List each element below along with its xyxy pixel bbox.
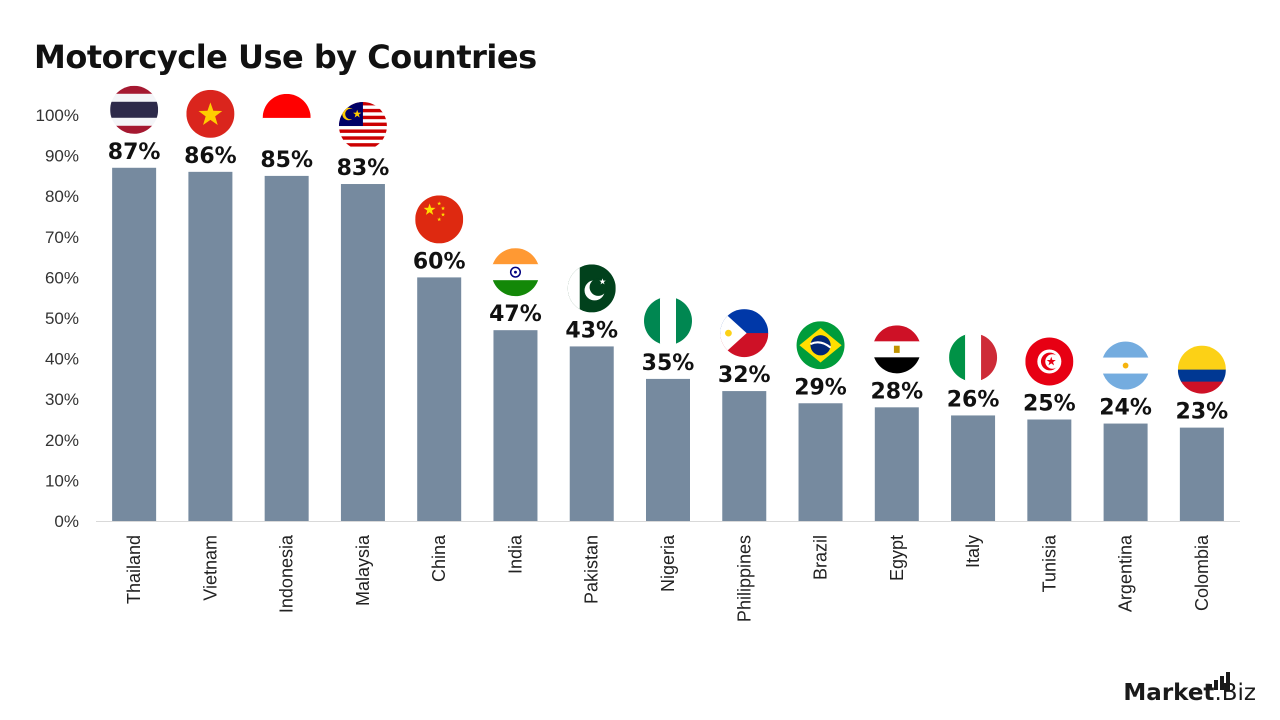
bar [1027, 419, 1072, 521]
bar [1103, 423, 1148, 521]
bar [646, 378, 690, 521]
x-tick-label: Thailand [124, 535, 144, 604]
x-tick-label: Pakistan [582, 535, 602, 604]
x-tick-label: Italy [963, 535, 983, 568]
value-label: 87% [108, 140, 161, 165]
value-label: 29% [794, 375, 847, 400]
x-tick-label: China [429, 534, 449, 582]
brand-logo: Market.Biz [1123, 680, 1256, 706]
italy-flag-icon [949, 333, 998, 382]
bar [417, 277, 462, 521]
bar [188, 171, 233, 521]
bar [493, 330, 538, 521]
y-tick-label: 20% [45, 431, 79, 450]
x-tick-label: Brazil [811, 535, 831, 580]
x-tick-label: Indonesia [277, 534, 297, 613]
y-tick-label: 100% [36, 106, 79, 125]
value-label: 26% [947, 387, 1000, 412]
chart-title: Motorcycle Use by Countries [34, 38, 537, 76]
value-label: 32% [718, 363, 771, 388]
bar [569, 346, 614, 521]
y-tick-label: 80% [45, 187, 79, 206]
value-label: 43% [565, 318, 618, 343]
value-label: 86% [184, 144, 237, 169]
value-label: 25% [1023, 392, 1076, 417]
y-tick-label: 30% [45, 390, 79, 409]
bar [112, 167, 157, 521]
value-label: 85% [260, 148, 313, 173]
brand-name-bold: Market [1123, 680, 1215, 706]
x-tick-label: Nigeria [658, 534, 678, 592]
value-label: 23% [1176, 400, 1229, 425]
malaysia-flag-icon [338, 102, 387, 151]
y-tick-label: 60% [45, 268, 79, 287]
value-label: 60% [413, 249, 466, 274]
y-tick-label: 40% [45, 350, 79, 369]
bar [264, 175, 309, 521]
indonesia-flag-icon [262, 93, 311, 142]
bar [1179, 427, 1224, 521]
brand-name-rest: .Biz [1214, 680, 1256, 706]
brazil-flag-icon [796, 321, 845, 370]
brand-bars-icon [1208, 684, 1212, 690]
x-tick-label: India [505, 534, 525, 574]
value-label: 47% [489, 302, 542, 327]
value-label: 24% [1099, 396, 1152, 421]
colombia-flag-icon [1177, 345, 1226, 394]
bar [340, 184, 385, 521]
china-flag-icon [415, 195, 464, 244]
argentina-flag-icon [1101, 341, 1150, 390]
pakistan-flag-icon [567, 264, 616, 313]
bar [874, 407, 919, 521]
x-tick-label: Malaysia [353, 534, 373, 606]
bar [951, 415, 996, 521]
y-tick-label: 90% [45, 147, 79, 166]
x-tick-label: Argentina [1116, 534, 1136, 612]
bar [722, 391, 767, 521]
x-tick-label: Tunisia [1039, 534, 1059, 592]
bar [798, 403, 843, 521]
brand-bars-icon [1226, 672, 1230, 690]
brand-bars-icon [1214, 680, 1218, 690]
thailand-flag-icon [110, 85, 159, 134]
y-tick-label: 10% [45, 471, 79, 490]
x-tick-label: Philippines [734, 535, 754, 622]
y-tick-label: 50% [45, 309, 79, 328]
x-tick-label: Vietnam [200, 535, 220, 601]
y-tick-label: 0% [54, 512, 79, 531]
value-label: 28% [870, 379, 923, 404]
philippines-flag-icon [720, 309, 769, 358]
tunisia-flag-icon [1025, 337, 1074, 386]
vietnam-flag-icon [186, 89, 235, 138]
value-label: 83% [337, 156, 390, 181]
india-flag-icon [491, 248, 540, 297]
brand-bars-icon [1220, 676, 1224, 690]
x-tick-label: Egypt [887, 535, 907, 581]
x-tick-label: Colombia [1192, 534, 1212, 611]
nigeria-flag-icon [644, 296, 692, 345]
egypt-flag-icon [872, 325, 921, 374]
y-tick-label: 70% [45, 228, 79, 247]
value-label: 35% [642, 351, 695, 376]
